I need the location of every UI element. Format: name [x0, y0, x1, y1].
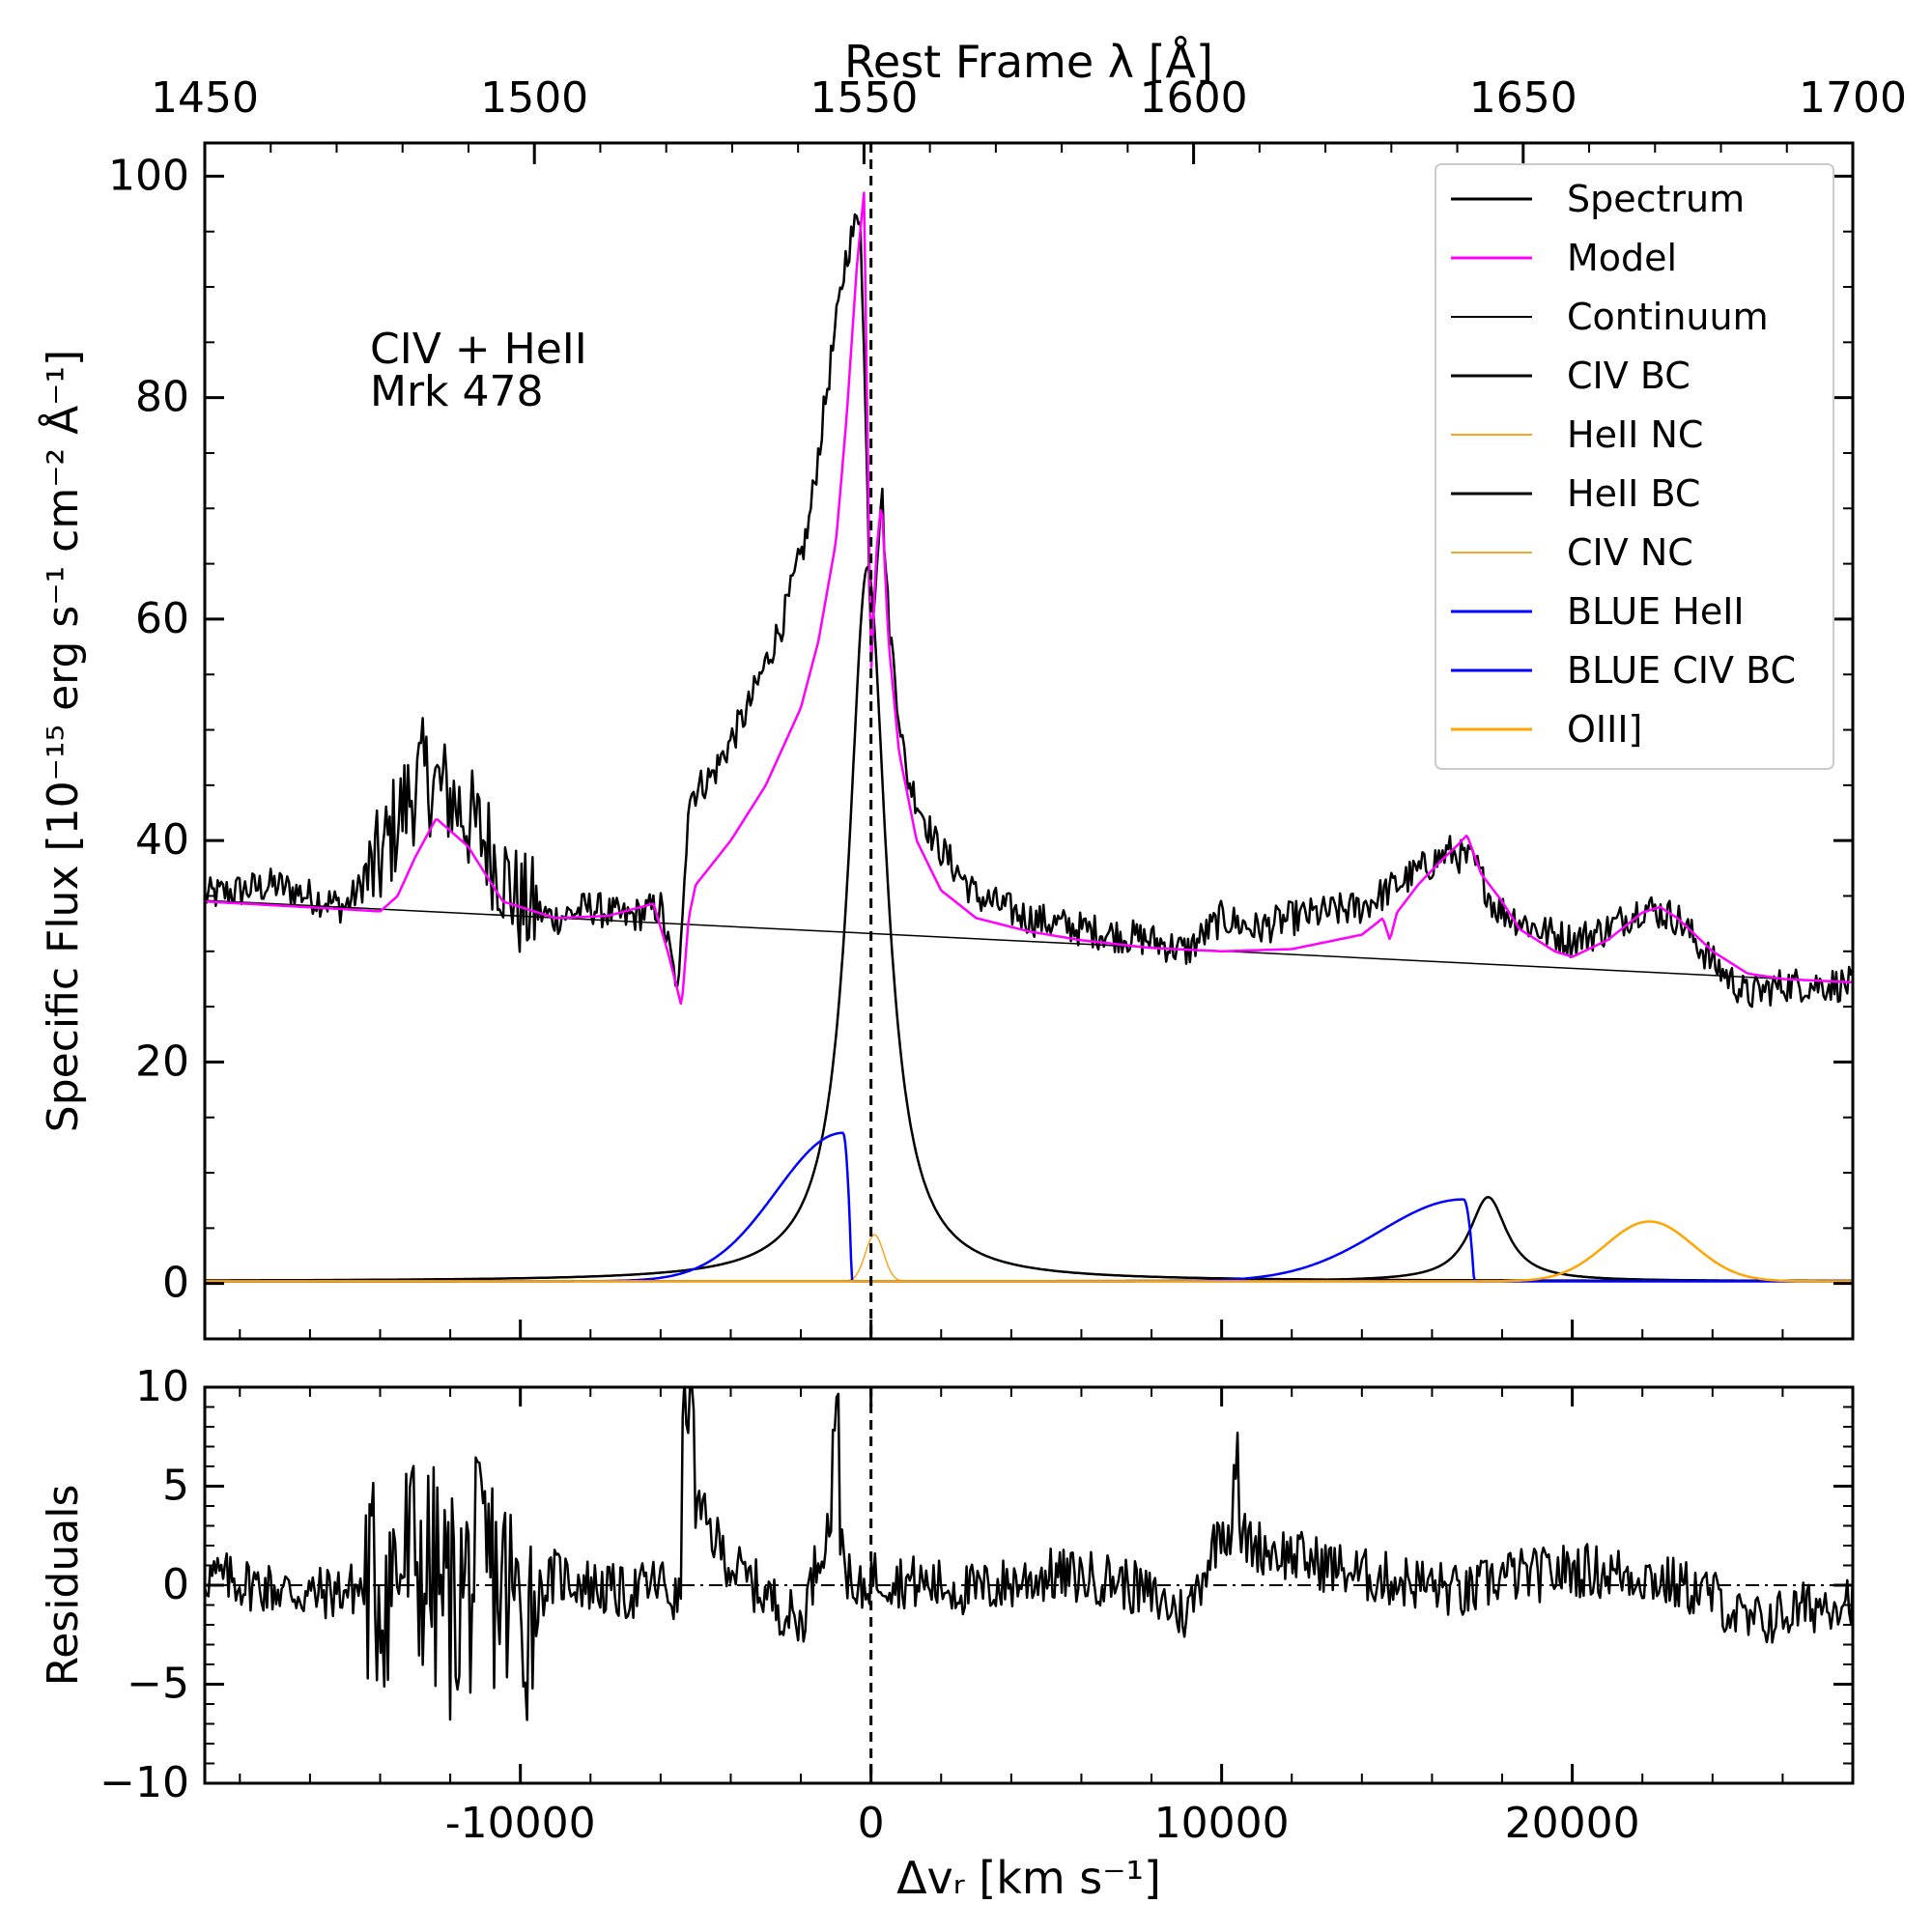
- legend-label: Model: [1567, 237, 1677, 279]
- resid-ytick-label: −10: [99, 1758, 189, 1807]
- resid-ytick-label: 0: [162, 1560, 189, 1609]
- legend-label: HeII NC: [1567, 413, 1703, 456]
- residuals-line: [205, 1387, 1853, 1721]
- top-xtick-label: 1700: [1799, 73, 1907, 123]
- annotation-lines: CIV + HeII: [370, 325, 587, 374]
- annotation-object: Mrk 478: [370, 367, 544, 416]
- main-y-axis-label: Specific Flux [10⁻¹⁵ erg s⁻¹ cm⁻² Å⁻¹]: [37, 350, 88, 1132]
- top-xtick-label: 1600: [1140, 73, 1248, 123]
- main-ytick-label: 20: [135, 1037, 189, 1086]
- resid-xtick-label: 10000: [1154, 1799, 1290, 1848]
- top-xtick-label: 1500: [480, 73, 588, 123]
- legend-label: OIII]: [1567, 708, 1642, 751]
- resid-ytick-label: −5: [127, 1660, 189, 1709]
- residuals-panel: 10 5 0 −5 −10 -10000 0 10000 20000 Δvᵣ [km s⁻¹] Re…: [39, 1362, 1855, 1904]
- main-plot-area: [205, 191, 1853, 1283]
- main-ytick-label: 60: [135, 594, 189, 643]
- main-axes-frame: [203, 141, 1855, 1341]
- legend-label: Continuum: [1567, 296, 1769, 338]
- legend: Spectrum Model Continuum CIV BC HeII NC HeII …: [1435, 163, 1834, 770]
- series-heii-nc-line: [205, 1234, 1853, 1283]
- top-xtick-label: 1650: [1469, 73, 1577, 123]
- resid-ytick-label: 10: [135, 1362, 189, 1411]
- resid-xtick-label: 0: [858, 1799, 885, 1848]
- resid-xtick-label: -10000: [445, 1799, 596, 1848]
- series-model-line: [205, 191, 1853, 1006]
- legend-label: HeII BC: [1567, 472, 1700, 515]
- top-xtick-label: 1450: [151, 73, 259, 123]
- top-axis-label: Rest Frame λ [Å]: [844, 36, 1213, 88]
- main-ytick-label: 100: [108, 151, 189, 200]
- series-blue-heii-line: [205, 1131, 1853, 1283]
- main-ytick-label: 0: [162, 1259, 189, 1308]
- series-heii-bc-line: [205, 1196, 1853, 1283]
- main-panel: 0 20 40 60 80 100 1450 1500 1550 1600 1650 1700 Rest…: [37, 36, 1907, 1341]
- legend-label: BLUE HeII: [1567, 590, 1745, 633]
- resid-y-axis-label: Residuals: [39, 1485, 88, 1687]
- resid-ytick-label: 5: [162, 1462, 189, 1511]
- main-ytick-label: 40: [135, 815, 189, 865]
- legend-box: [1435, 163, 1834, 770]
- main-ytick-label: 80: [135, 373, 189, 422]
- top-xtick-label: 1550: [810, 73, 918, 123]
- series-blue-civ-bc-line: [205, 1198, 1853, 1283]
- legend-label: CIV NC: [1567, 531, 1693, 574]
- legend-label: CIV BC: [1567, 355, 1690, 397]
- x-axis-label: Δvᵣ [km s⁻¹]: [896, 1852, 1161, 1904]
- legend-label: BLUE CIV BC: [1567, 649, 1796, 692]
- legend-label: Spectrum: [1567, 178, 1745, 220]
- series-oiii--line: [205, 1220, 1853, 1283]
- resid-plot-area: [205, 1387, 1853, 1721]
- series-continuum-line: [205, 899, 1853, 983]
- resid-xtick-label: 20000: [1505, 1799, 1640, 1848]
